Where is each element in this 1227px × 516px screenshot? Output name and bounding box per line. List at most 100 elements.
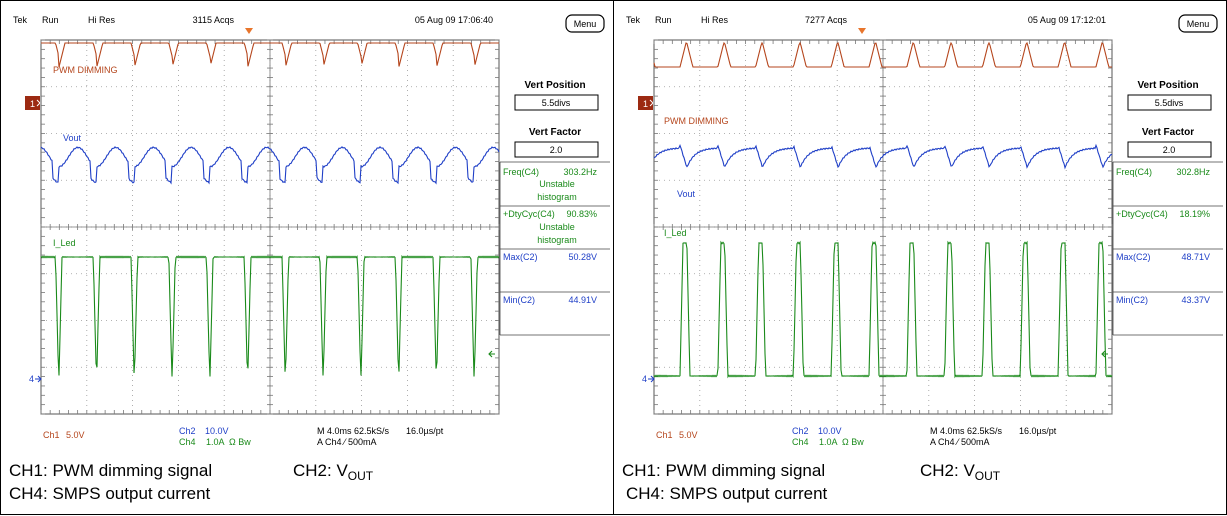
vert-position-value: 5.5divs [1155,98,1184,108]
vert-factor-value: 2.0 [1163,145,1176,155]
vert-factor-box [1127,141,1212,158]
caption-ch4: CH4: SMPS output current [626,484,828,503]
ch1-marker-arrow [36,99,41,107]
caption-ch2-subscript: OUT [347,469,374,483]
scope-panel-left: Tek Run Hi Res 3115 Acqs 05 Aug 09 17:06:40 M… [0,0,614,515]
ch1-marker-box [638,96,653,110]
min-label: Min(C2) [503,295,535,305]
max-label: Max(C2) [503,252,538,262]
ch1-marker-box [25,96,40,110]
led-current-trace [40,254,500,377]
footer-bandwidth: Ω Bw [842,437,864,447]
footer-ch4: Ch4 [792,437,809,447]
min-value: 44.91V [568,295,597,305]
pwm-trace-label: PWM DIMMING [53,65,118,75]
caption-ch4: CH4: SMPS output current [9,484,211,503]
vert-factor-label: Vert Factor [529,127,581,138]
oscilloscope-screen: Tek Run Hi Res 7277 Acqs 05 Aug 09 17:12:01 M… [626,14,1223,447]
led-current-trace [653,240,1113,379]
vout-trace-label: Vout [63,133,82,143]
min-value: 43.37V [1181,295,1210,305]
iled-trace-label: I_Led [53,238,76,248]
max-label: Max(C2) [1116,252,1151,262]
ch4-marker-arrow [35,375,42,383]
header-acq-mode: Hi Res [88,15,116,25]
header-datetime: 05 Aug 09 17:06:40 [415,15,493,25]
freq-note-1: Unstable [539,179,575,189]
duty-cycle-value: 18.19% [1179,209,1210,219]
header-acq-mode: Hi Res [701,15,729,25]
freq-label: Freq(C4) [1116,167,1152,177]
vert-position-label: Vert Position [524,80,585,91]
caption-ch1: CH1: PWM dimming signal [622,461,826,480]
footer-ch2-scale: 10.0V [818,426,842,436]
pwm-dimming-trace [41,42,499,68]
duty-cycle-label: +DtyCyc(C4) [1116,209,1168,219]
footer-trigger: A Ch4 ⁄ 500mA [930,437,990,447]
vert-factor-label: Vert Factor [1142,127,1194,138]
ch1-marker-arrow [649,99,654,107]
footer-timebase: M 4.0ms 62.5kS/s [317,426,390,436]
menu-button-label: Menu [1187,19,1210,29]
footer-ch1: Ch1 [43,430,60,440]
vert-position-value: 5.5divs [542,98,571,108]
footer-ch1-scale: 5.0V [679,430,698,440]
caption-ch2-subscript: OUT [974,469,1001,483]
header-mode: Run [655,15,672,25]
ch4-marker-label: 4 [29,374,34,384]
freq-label: Freq(C4) [503,167,539,177]
caption-ch2-prefix: CH2: V [920,461,975,480]
caption-ch1: CH1: PWM dimming signal [9,461,213,480]
duty-note-1: Unstable [539,222,575,232]
menu-button-frame [1178,14,1218,33]
header-brand: Tek [13,15,28,25]
vert-factor-value: 2.0 [550,145,563,155]
iled-trace-label: I_Led [664,228,687,238]
oscilloscope-screen: Tek Run Hi Res 3115 Acqs 05 Aug 09 17:06:40 M… [13,14,610,447]
footer-ch4-scale: 1.0A [206,437,225,447]
freq-note-2: histogram [537,192,577,202]
footer-ch2: Ch2 [179,426,196,436]
caption-ch2-prefix: CH2: V [293,461,348,480]
ch1-marker-label: 1 [643,99,648,109]
vert-position-label: Vert Position [1137,80,1198,91]
graticule [653,39,1113,415]
ch1-marker-label: 1 [30,99,35,109]
footer-ch1: Ch1 [656,430,673,440]
header-acqs: 7277 Acqs [805,15,848,25]
freq-value: 302.8Hz [1176,167,1210,177]
caption-ch2: CH2: VOUT [293,461,373,486]
max-value: 48.71V [1181,252,1210,262]
duty-note-2: histogram [537,235,577,245]
duty-cycle-value: 90.83% [566,209,597,219]
footer-ch4-scale: 1.0A [819,437,838,447]
vert-factor-box [514,141,599,158]
footer-ch1-scale: 5.0V [66,430,85,440]
graticule [40,39,500,415]
vout-trace [40,145,500,185]
caption-ch2: CH2: VOUT [920,461,1000,486]
vert-position-box [1127,94,1212,111]
vout-trace-label: Vout [677,189,696,199]
footer-bandwidth: Ω Bw [229,437,251,447]
trigger-level-marker [488,350,495,358]
vout-trace [653,143,1112,170]
footer-trigger: A Ch4 ⁄ 500mA [317,437,377,447]
trigger-position-marker [858,28,866,34]
footer-ch4: Ch4 [179,437,196,447]
pwm-dimming-trace [653,41,1112,68]
footer-ch2-scale: 10.0V [205,426,229,436]
vert-position-box [514,94,599,111]
menu-button-frame [565,14,605,33]
pwm-trace-label: PWM DIMMING [664,116,729,126]
ch4-marker-arrow [648,375,655,383]
trigger-level-marker [1101,350,1108,358]
menu-button-label: Menu [574,19,597,29]
trigger-position-marker [245,28,253,34]
header-acqs: 3115 Acqs [193,15,235,25]
footer-ch2: Ch2 [792,426,809,436]
header-datetime: 05 Aug 09 17:12:01 [1028,15,1106,25]
duty-cycle-label: +DtyCyc(C4) [503,209,555,219]
header-brand: Tek [626,15,641,25]
